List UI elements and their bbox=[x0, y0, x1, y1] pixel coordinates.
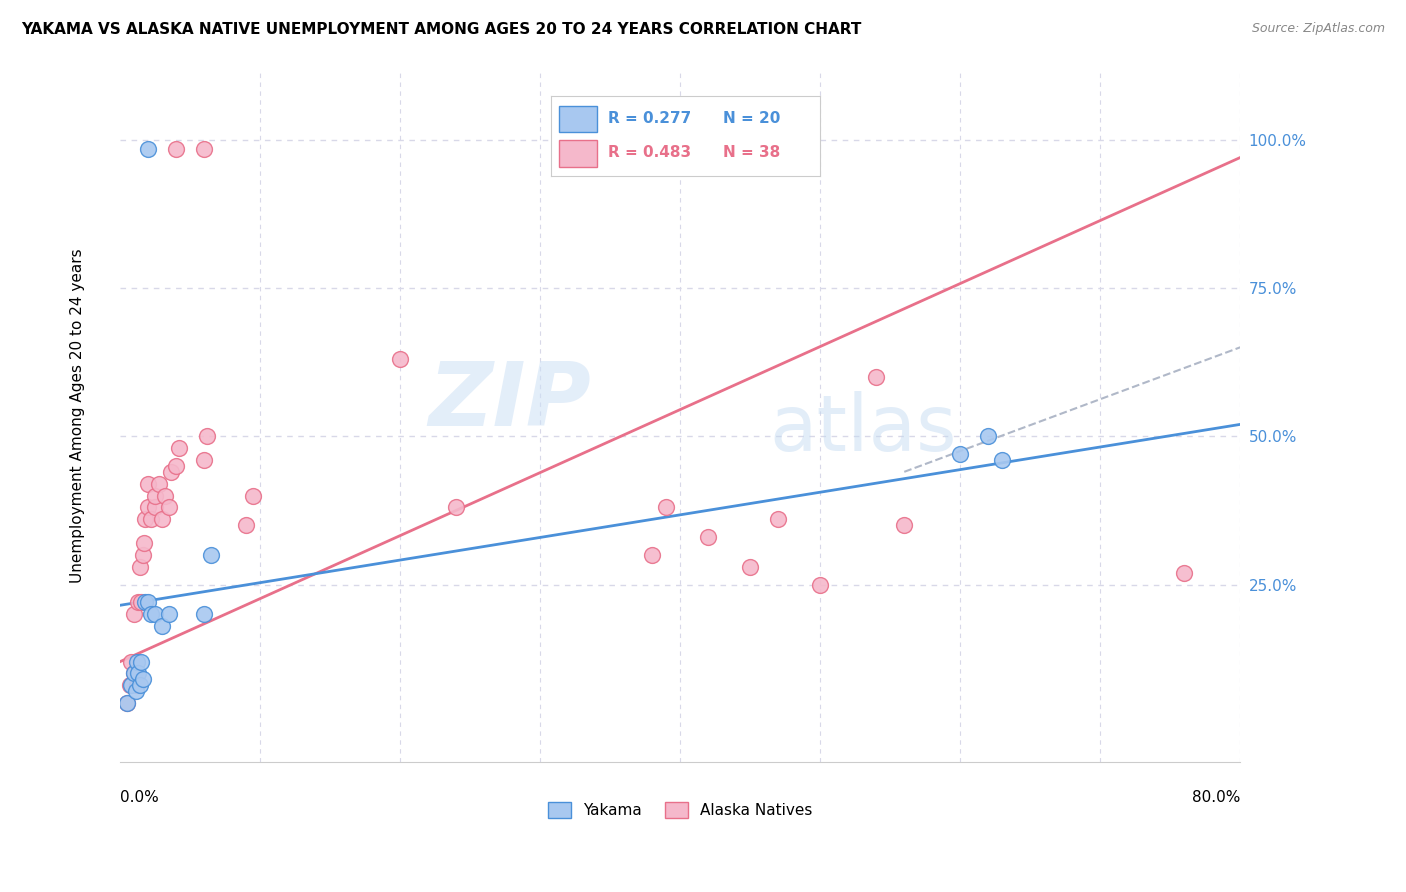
Point bbox=[124, 684, 146, 698]
Point bbox=[949, 447, 972, 461]
Point bbox=[165, 142, 187, 156]
Point bbox=[865, 370, 887, 384]
Text: YAKAMA VS ALASKA NATIVE UNEMPLOYMENT AMONG AGES 20 TO 24 YEARS CORRELATION CHART: YAKAMA VS ALASKA NATIVE UNEMPLOYMENT AMO… bbox=[21, 22, 862, 37]
Text: atlas: atlas bbox=[770, 392, 957, 467]
Point bbox=[977, 429, 1000, 443]
Point bbox=[808, 577, 831, 591]
Point bbox=[444, 500, 467, 515]
Point bbox=[118, 678, 141, 692]
Point bbox=[641, 548, 664, 562]
Point bbox=[136, 142, 159, 156]
Text: Unemployment Among Ages 20 to 24 years: Unemployment Among Ages 20 to 24 years bbox=[70, 248, 86, 582]
Point bbox=[165, 458, 187, 473]
Point bbox=[120, 678, 142, 692]
Point bbox=[893, 518, 915, 533]
Point bbox=[193, 453, 215, 467]
Point bbox=[136, 500, 159, 515]
Point bbox=[122, 666, 145, 681]
Point bbox=[159, 465, 181, 479]
Point bbox=[150, 619, 173, 633]
Point bbox=[120, 655, 142, 669]
Text: 80.0%: 80.0% bbox=[1192, 790, 1240, 805]
Point bbox=[115, 696, 138, 710]
Point bbox=[136, 595, 159, 609]
Point bbox=[153, 489, 176, 503]
Point bbox=[157, 500, 180, 515]
Point bbox=[740, 559, 762, 574]
Point bbox=[193, 607, 215, 622]
Point bbox=[128, 559, 150, 574]
Point bbox=[200, 548, 222, 562]
Point bbox=[127, 666, 149, 681]
Point bbox=[697, 530, 720, 544]
Text: ZIP: ZIP bbox=[427, 358, 591, 445]
Point bbox=[991, 453, 1014, 467]
Point bbox=[122, 666, 145, 681]
Point bbox=[122, 607, 145, 622]
Text: 0.0%: 0.0% bbox=[120, 790, 159, 805]
Point bbox=[136, 476, 159, 491]
Point bbox=[134, 512, 156, 526]
Point bbox=[195, 429, 218, 443]
Legend: Yakama, Alaska Natives: Yakama, Alaska Natives bbox=[541, 796, 818, 824]
Point bbox=[125, 678, 148, 692]
Point bbox=[143, 500, 166, 515]
Point bbox=[129, 655, 152, 669]
Point bbox=[129, 595, 152, 609]
Point bbox=[235, 518, 257, 533]
Point bbox=[167, 441, 190, 455]
Point bbox=[157, 607, 180, 622]
Point bbox=[127, 595, 149, 609]
Point bbox=[150, 512, 173, 526]
Point bbox=[132, 536, 155, 550]
Point bbox=[143, 607, 166, 622]
Point bbox=[143, 489, 166, 503]
Point bbox=[115, 696, 138, 710]
Text: Source: ZipAtlas.com: Source: ZipAtlas.com bbox=[1251, 22, 1385, 36]
Point bbox=[242, 489, 264, 503]
Point bbox=[131, 673, 153, 687]
Point bbox=[139, 512, 162, 526]
Point bbox=[139, 607, 162, 622]
Point bbox=[128, 678, 150, 692]
Point bbox=[1173, 566, 1195, 580]
Point bbox=[148, 476, 170, 491]
Point bbox=[768, 512, 790, 526]
Point bbox=[131, 548, 153, 562]
Point bbox=[655, 500, 678, 515]
Point bbox=[125, 655, 148, 669]
Point bbox=[193, 142, 215, 156]
Point bbox=[134, 595, 156, 609]
Point bbox=[389, 352, 412, 367]
